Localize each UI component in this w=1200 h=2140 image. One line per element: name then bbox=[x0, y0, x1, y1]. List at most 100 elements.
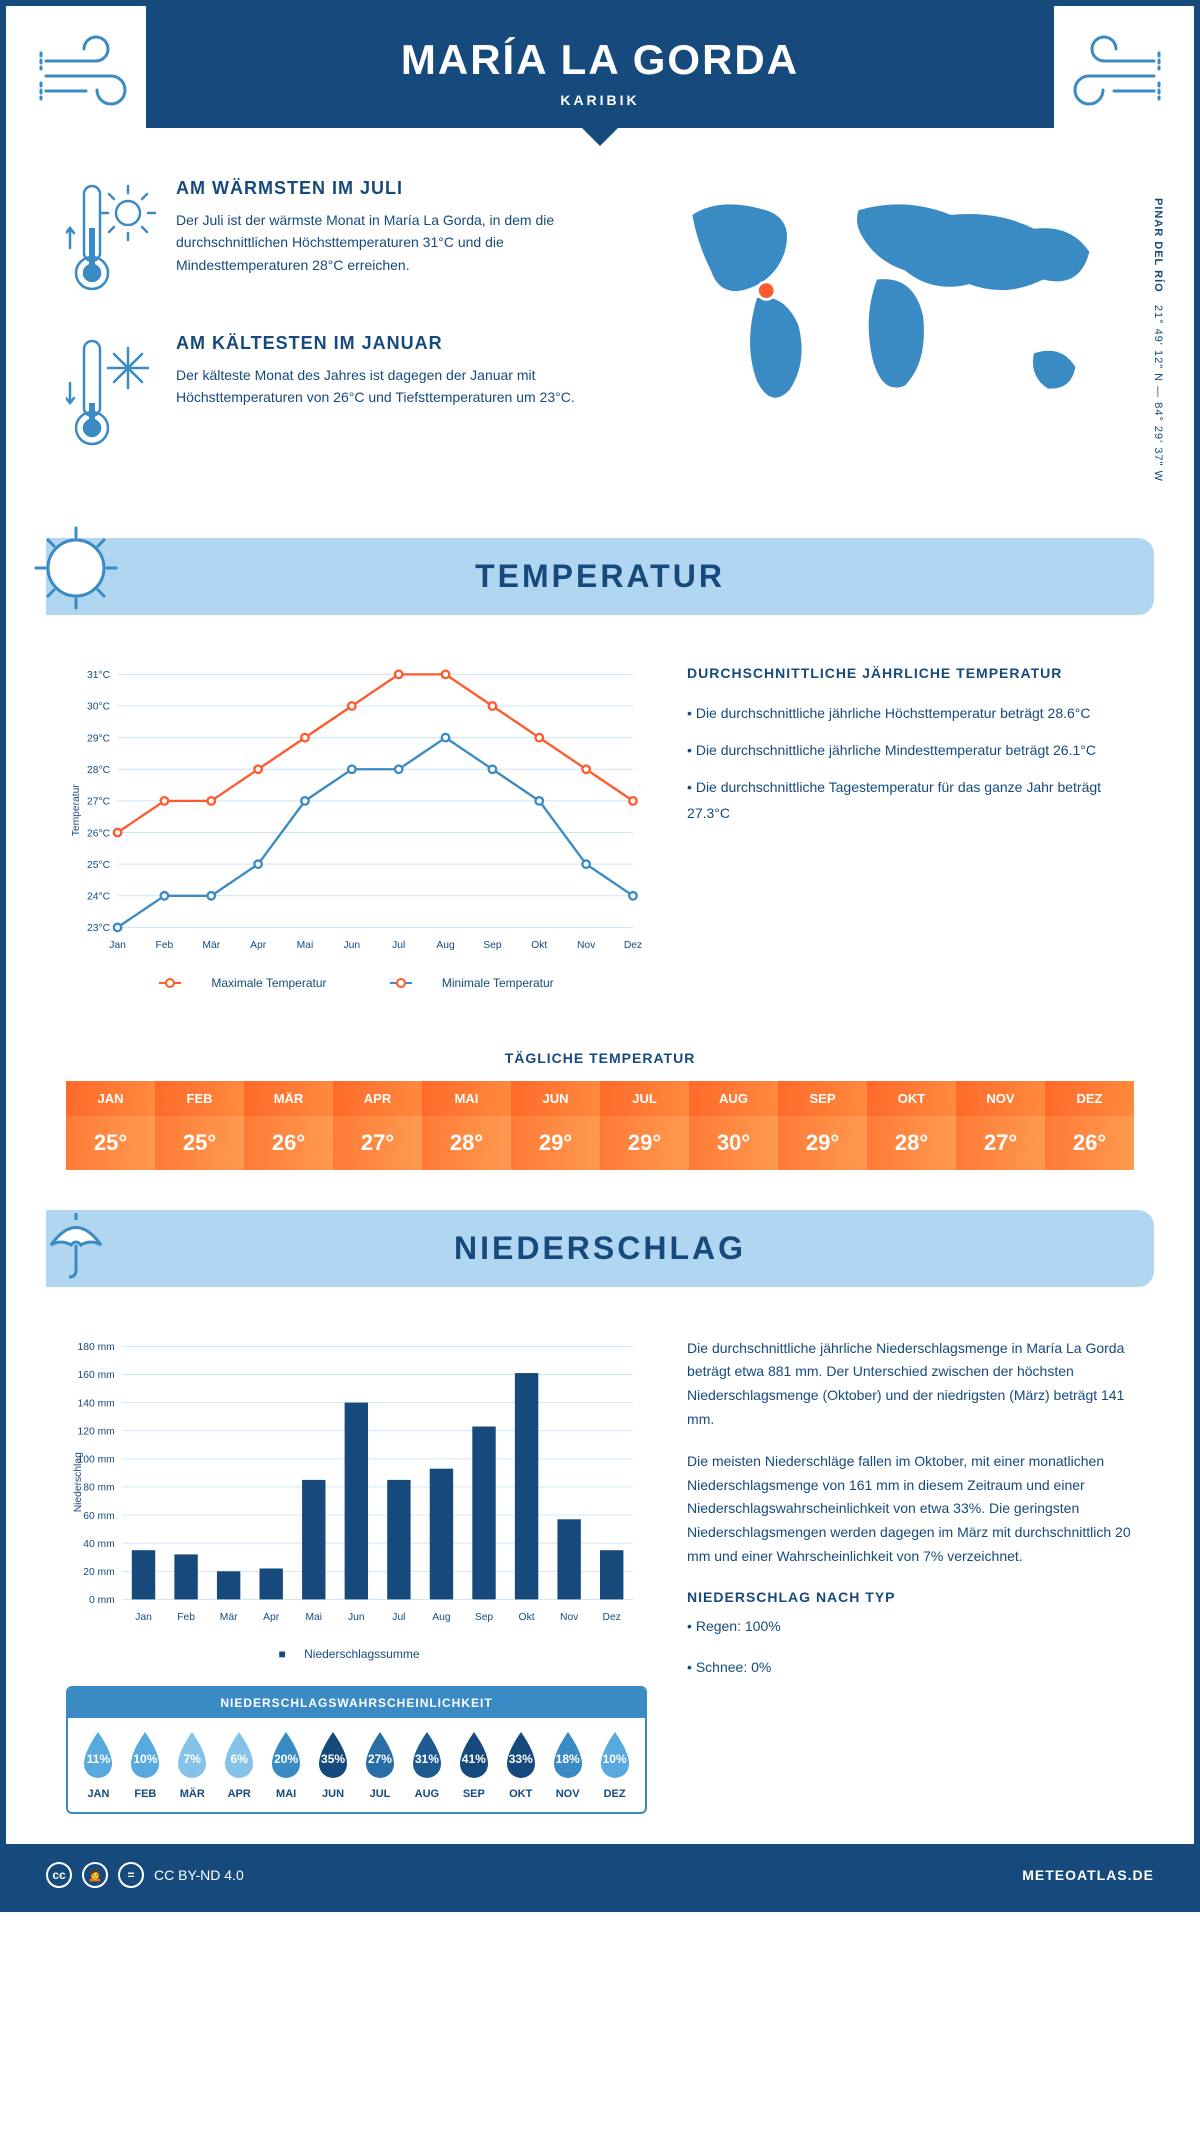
daily-temp-value: 27° bbox=[333, 1116, 422, 1170]
daily-temp-value: 29° bbox=[511, 1116, 600, 1170]
temperature-info: DURCHSCHNITTLICHE JÄHRLICHE TEMPERATUR •… bbox=[687, 665, 1134, 990]
svg-text:30°C: 30°C bbox=[87, 702, 111, 713]
svg-text:Temperatur: Temperatur bbox=[71, 784, 82, 837]
svg-text:Aug: Aug bbox=[436, 940, 455, 951]
svg-text:Jun: Jun bbox=[344, 940, 361, 951]
thermometer-hot-icon bbox=[66, 178, 156, 298]
svg-text:140 mm: 140 mm bbox=[78, 1398, 115, 1409]
svg-text:23°C: 23°C bbox=[87, 923, 111, 934]
svg-text:27°C: 27°C bbox=[87, 797, 111, 808]
wind-icon bbox=[36, 31, 156, 121]
svg-text:0 mm: 0 mm bbox=[89, 1595, 115, 1606]
prob-drop: 35% JUN bbox=[311, 1730, 356, 1800]
location-title: MARÍA LA GORDA bbox=[166, 36, 1034, 84]
temperature-title: TEMPERATUR bbox=[76, 558, 1124, 595]
daily-temp-month: SEP bbox=[778, 1081, 867, 1116]
prob-drop: 10% FEB bbox=[123, 1730, 168, 1800]
svg-text:24°C: 24°C bbox=[87, 892, 111, 903]
daily-temp-month: JUL bbox=[600, 1081, 689, 1116]
prob-drop: 7% MÄR bbox=[170, 1730, 215, 1800]
precipitation-probability-box: NIEDERSCHLAGSWAHRSCHEINLICHKEIT 11% JAN … bbox=[66, 1686, 647, 1814]
nd-icon: = bbox=[118, 1862, 144, 1888]
svg-text:Okt: Okt bbox=[519, 1612, 535, 1623]
precipitation-banner: NIEDERSCHLAG bbox=[46, 1210, 1154, 1287]
precipitation-chart: 0 mm20 mm40 mm60 mm80 mm100 mm120 mm140 … bbox=[66, 1337, 647, 1633]
daily-temp-month: AUG bbox=[689, 1081, 778, 1116]
prob-drop: 41% SEP bbox=[451, 1730, 496, 1800]
svg-text:Apr: Apr bbox=[263, 1612, 280, 1623]
wind-icon bbox=[1044, 31, 1164, 121]
umbrella-icon bbox=[31, 1195, 121, 1285]
svg-text:60 mm: 60 mm bbox=[83, 1510, 114, 1521]
coordinates: PINAR DEL RÍO 21° 49' 12" N — 84° 29' 37… bbox=[1152, 198, 1164, 482]
svg-text:Niederschlag: Niederschlag bbox=[73, 1451, 84, 1511]
svg-text:40 mm: 40 mm bbox=[83, 1538, 114, 1549]
warmest-fact: AM WÄRMSTEN IM JULI Der Juli ist der wär… bbox=[66, 178, 580, 298]
svg-text:Sep: Sep bbox=[475, 1612, 494, 1623]
svg-text:Aug: Aug bbox=[432, 1612, 451, 1623]
svg-text:Jan: Jan bbox=[109, 940, 126, 951]
daily-temp-value: 25° bbox=[155, 1116, 244, 1170]
daily-temp-value: 28° bbox=[422, 1116, 511, 1170]
precipitation-title: NIEDERSCHLAG bbox=[76, 1230, 1124, 1267]
coldest-fact: AM KÄLTESTEN IM JANUAR Der kälteste Mona… bbox=[66, 333, 580, 453]
svg-text:Mär: Mär bbox=[202, 940, 220, 951]
daily-temp-month: DEZ bbox=[1045, 1081, 1134, 1116]
daily-temp-value: 28° bbox=[867, 1116, 956, 1170]
license-text: CC BY-ND 4.0 bbox=[154, 1867, 244, 1883]
svg-text:Apr: Apr bbox=[250, 940, 267, 951]
page-header: MARÍA LA GORDA KARIBIK bbox=[146, 6, 1054, 128]
svg-text:Okt: Okt bbox=[531, 940, 547, 951]
svg-text:Jul: Jul bbox=[392, 940, 405, 951]
svg-text:20 mm: 20 mm bbox=[83, 1567, 114, 1578]
svg-text:Jan: Jan bbox=[135, 1612, 152, 1623]
prob-drop: 27% JUL bbox=[358, 1730, 403, 1800]
by-icon: 🙍 bbox=[82, 1862, 108, 1888]
daily-temp-month: JUN bbox=[511, 1081, 600, 1116]
daily-temp-value: 25° bbox=[66, 1116, 155, 1170]
site-name: METEOATLAS.DE bbox=[1022, 1867, 1154, 1883]
prob-drop: 11% JAN bbox=[76, 1730, 121, 1800]
prob-drop: 6% APR bbox=[217, 1730, 262, 1800]
daily-temp-value: 26° bbox=[244, 1116, 333, 1170]
daily-temp-month: APR bbox=[333, 1081, 422, 1116]
prob-drop: 33% OKT bbox=[498, 1730, 543, 1800]
svg-text:Feb: Feb bbox=[156, 940, 174, 951]
warmest-title: AM WÄRMSTEN IM JULI bbox=[176, 178, 580, 199]
daily-temp-month: FEB bbox=[155, 1081, 244, 1116]
world-map bbox=[620, 178, 1134, 418]
daily-temp-value: 29° bbox=[600, 1116, 689, 1170]
svg-text:28°C: 28°C bbox=[87, 765, 111, 776]
coldest-title: AM KÄLTESTEN IM JANUAR bbox=[176, 333, 580, 354]
svg-text:160 mm: 160 mm bbox=[78, 1370, 115, 1381]
daily-temp-title: TÄGLICHE TEMPERATUR bbox=[6, 1050, 1194, 1066]
svg-text:25°C: 25°C bbox=[87, 860, 111, 871]
daily-temp-month: OKT bbox=[867, 1081, 956, 1116]
svg-text:Feb: Feb bbox=[177, 1612, 195, 1623]
daily-temp-value: 26° bbox=[1045, 1116, 1134, 1170]
svg-text:Nov: Nov bbox=[560, 1612, 579, 1623]
daily-temp-table: JANFEBMÄRAPRMAIJUNJULAUGSEPOKTNOVDEZ25°2… bbox=[66, 1081, 1134, 1170]
svg-text:180 mm: 180 mm bbox=[78, 1342, 115, 1353]
cc-icon: cc bbox=[46, 1862, 72, 1888]
svg-text:Sep: Sep bbox=[483, 940, 502, 951]
temperature-banner: TEMPERATUR bbox=[46, 538, 1154, 615]
daily-temp-value: 30° bbox=[689, 1116, 778, 1170]
svg-text:Dez: Dez bbox=[624, 940, 642, 951]
prob-drop: 20% MAI bbox=[264, 1730, 309, 1800]
svg-text:Jul: Jul bbox=[392, 1612, 405, 1623]
svg-text:Mai: Mai bbox=[305, 1612, 322, 1623]
prob-drop: 31% AUG bbox=[404, 1730, 449, 1800]
svg-text:Dez: Dez bbox=[603, 1612, 621, 1623]
daily-temp-month: MAI bbox=[422, 1081, 511, 1116]
daily-temp-value: 29° bbox=[778, 1116, 867, 1170]
svg-text:Mär: Mär bbox=[220, 1612, 238, 1623]
warmest-text: Der Juli ist der wärmste Monat in María … bbox=[176, 209, 580, 276]
svg-text:26°C: 26°C bbox=[87, 828, 111, 839]
daily-temp-month: JAN bbox=[66, 1081, 155, 1116]
sun-icon bbox=[31, 523, 121, 613]
page-footer: cc 🙍 = CC BY-ND 4.0 METEOATLAS.DE bbox=[6, 1844, 1194, 1906]
prob-drop: 10% DEZ bbox=[592, 1730, 637, 1800]
daily-temp-month: NOV bbox=[956, 1081, 1045, 1116]
svg-text:Jun: Jun bbox=[348, 1612, 365, 1623]
